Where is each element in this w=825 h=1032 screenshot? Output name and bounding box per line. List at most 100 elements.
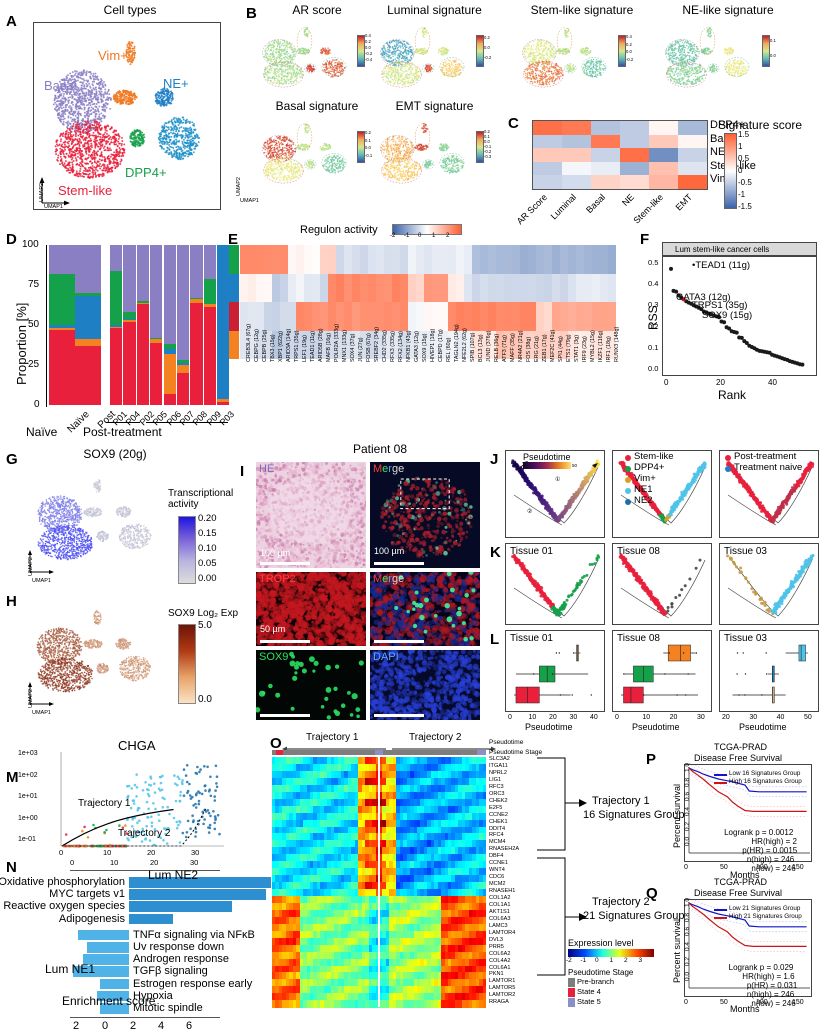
panel-d-bar-p01-seg-ne	[110, 325, 122, 327]
km-ytick: 0.6	[684, 927, 691, 936]
panel-o-stage-name-2: State 5	[577, 997, 601, 1006]
panel-d-bar-p06-seg-dpp4	[164, 344, 176, 349]
cluster-label-vim: Vim+	[98, 48, 128, 63]
km-stat-0: Logrank p = 0.029	[729, 963, 794, 972]
panel-c-colorbar-tick: -1	[738, 190, 745, 199]
panel-e-gene-label: NFKB1 (43g)	[406, 331, 412, 362]
panel-n-bar-down-4	[100, 979, 129, 990]
panel-i-scalebar-text: 50 µm	[260, 624, 285, 634]
colorbar-tick: 0.2	[626, 41, 633, 49]
panel-e-gene-label: RUNX3 (148g)	[614, 327, 620, 362]
panel-b-umap-2	[512, 20, 617, 98]
panel-letter-d: D	[6, 232, 17, 247]
panel-o-expr-tick: -1	[581, 957, 587, 964]
panel-i-scalebar	[374, 562, 424, 565]
heatmap-cell	[591, 162, 620, 176]
panel-b-title-3: NE-like signature	[658, 4, 798, 17]
panel-d-bar-p08-seg-basal	[190, 245, 202, 298]
km-ytick: 0.4	[684, 807, 691, 816]
panel-m-annotation-1: Trajectory 2	[118, 828, 170, 839]
panel-l-xtick: 10	[642, 714, 650, 721]
panel-e-gene-label: TAGLN2 (194g)	[454, 324, 460, 362]
km-stat-0: Logrank p = 0.0012	[724, 828, 793, 837]
panel-d-bar-p01-seg-basal	[110, 245, 122, 271]
panel-d-bar-p02-seg-stemlike	[137, 304, 149, 405]
panel-e-gene-label: CHD2 (335g)	[382, 330, 388, 362]
panel-h-xlabel: UMAP1	[32, 710, 51, 716]
heatmap-cell	[591, 121, 620, 135]
panel-j-legend-label-stemlike: Stem-like	[634, 451, 674, 462]
panel-b-umap-3	[655, 20, 760, 98]
colorbar-tick: 0.2	[484, 33, 491, 43]
panel-n-label-up-1: MYC targets v1	[38, 888, 125, 900]
panel-j-legend-dot-ne2	[625, 499, 631, 505]
panel-j-legend2-dot-0	[725, 455, 731, 461]
panel-j-legend-label-dpp4: DPP4+	[634, 462, 664, 473]
panel-g-colorbar-tick: 0.15	[198, 528, 217, 539]
panel-d-bar-p05-seg-basal	[150, 245, 162, 338]
panel-e-gene-label: CEBPB (25g)	[262, 330, 268, 362]
panel-j-pseudotime-gradient	[523, 462, 571, 469]
panel-o-group1-line1: Trajectory 1	[592, 795, 650, 807]
heatmap-cell	[533, 135, 562, 149]
panel-o-gene-label: RRAGA	[489, 999, 509, 1005]
panel-o-group2-line1: Trajectory 2	[592, 896, 650, 908]
panel-o-gene-label: DVL3	[489, 937, 503, 943]
panel-e-gene-label: CEBPD (17g)	[438, 329, 444, 362]
panel-n-top-tick: 10	[110, 858, 118, 867]
panel-letter-g: G	[6, 452, 18, 467]
panel-n-bar-down-1	[87, 942, 129, 953]
panel-e-gene-label: NR4A2 (21g)	[518, 331, 524, 362]
panel-c-colorbar-tick: 1.5	[738, 130, 749, 139]
panel-o-traj1-label: Trajectory 1	[306, 732, 358, 743]
heatmap-cell	[649, 121, 678, 135]
colorbar-tick: 0.1	[770, 33, 776, 48]
colorbar-tick: 0.2	[365, 129, 372, 137]
panel-e-gene-label: IRF9 (23g)	[582, 336, 588, 362]
panel-o-expr-tick: 3	[639, 957, 643, 964]
panel-n-bar-up-1	[129, 889, 266, 900]
panel-d-bar-post-seg-dpp4	[75, 293, 101, 296]
panel-h-colorbar-tick: 5.0	[198, 620, 212, 631]
panel-o-cell	[483, 1000, 487, 1007]
km-xtick: 0	[684, 864, 688, 871]
panel-n-group-top: Lum NE2	[148, 868, 198, 882]
panel-o-expr-legend-title: Expression level	[568, 938, 634, 948]
colorbar-tick: -0.3	[484, 154, 491, 159]
panel-d-bar-naive-seg-basal	[49, 245, 75, 274]
panel-j-legend-dot-stemlike	[625, 455, 631, 461]
panel-o-gene-label: COL6A2	[489, 951, 510, 957]
panel-n-top-tick: 20	[150, 858, 158, 867]
panel-e-gene-label: STAT1 (3g)	[574, 335, 580, 362]
panel-g-colorbar-tick: 0.00	[198, 573, 217, 584]
panel-l-xtick: 0	[615, 714, 619, 721]
heatmap-cell	[649, 148, 678, 162]
panel-d-ytick: 75	[28, 279, 39, 290]
panel-d-bar-p03-seg-vim	[217, 399, 229, 402]
panel-g-colorbar-gradient	[178, 516, 196, 584]
panel-e-gene-label: POLR2A (333g)	[334, 324, 340, 362]
panel-p-ylabel: Percent survival	[672, 784, 682, 848]
panel-e-gene-label: LEF1 (19g)	[302, 335, 308, 362]
heatmap-cell	[591, 148, 620, 162]
colorbar-tick: 0.0	[770, 48, 776, 63]
heatmap-cell	[649, 175, 678, 189]
panel-e-gene-label: IKZF1 (116g)	[598, 331, 604, 362]
panel-o-stage-seg-3	[375, 750, 384, 755]
panel-e-gene-label: MEF2C (41g)	[550, 330, 556, 362]
panel-d-bar-p05-seg-vim	[150, 339, 162, 342]
panel-n-top-tick: 0	[70, 858, 74, 867]
panel-d-bar-p04-seg-basal	[123, 245, 135, 312]
panel-letter-f: F	[640, 232, 649, 247]
panel-e-colorbar-tick: 0	[418, 233, 421, 239]
panel-l-xtick: 40	[590, 714, 598, 721]
panel-d-bar-p01-seg-vim	[110, 327, 122, 329]
panel-n-label-down-2: Androgen response	[133, 953, 229, 965]
panel-n-xlabel: Enrichment score	[62, 994, 155, 1008]
panel-o-gene-label: AKT1S1	[489, 909, 510, 915]
panel-e-colorbar-tick: -1	[404, 233, 409, 239]
panel-m-ytick: 1e-01	[18, 836, 36, 843]
